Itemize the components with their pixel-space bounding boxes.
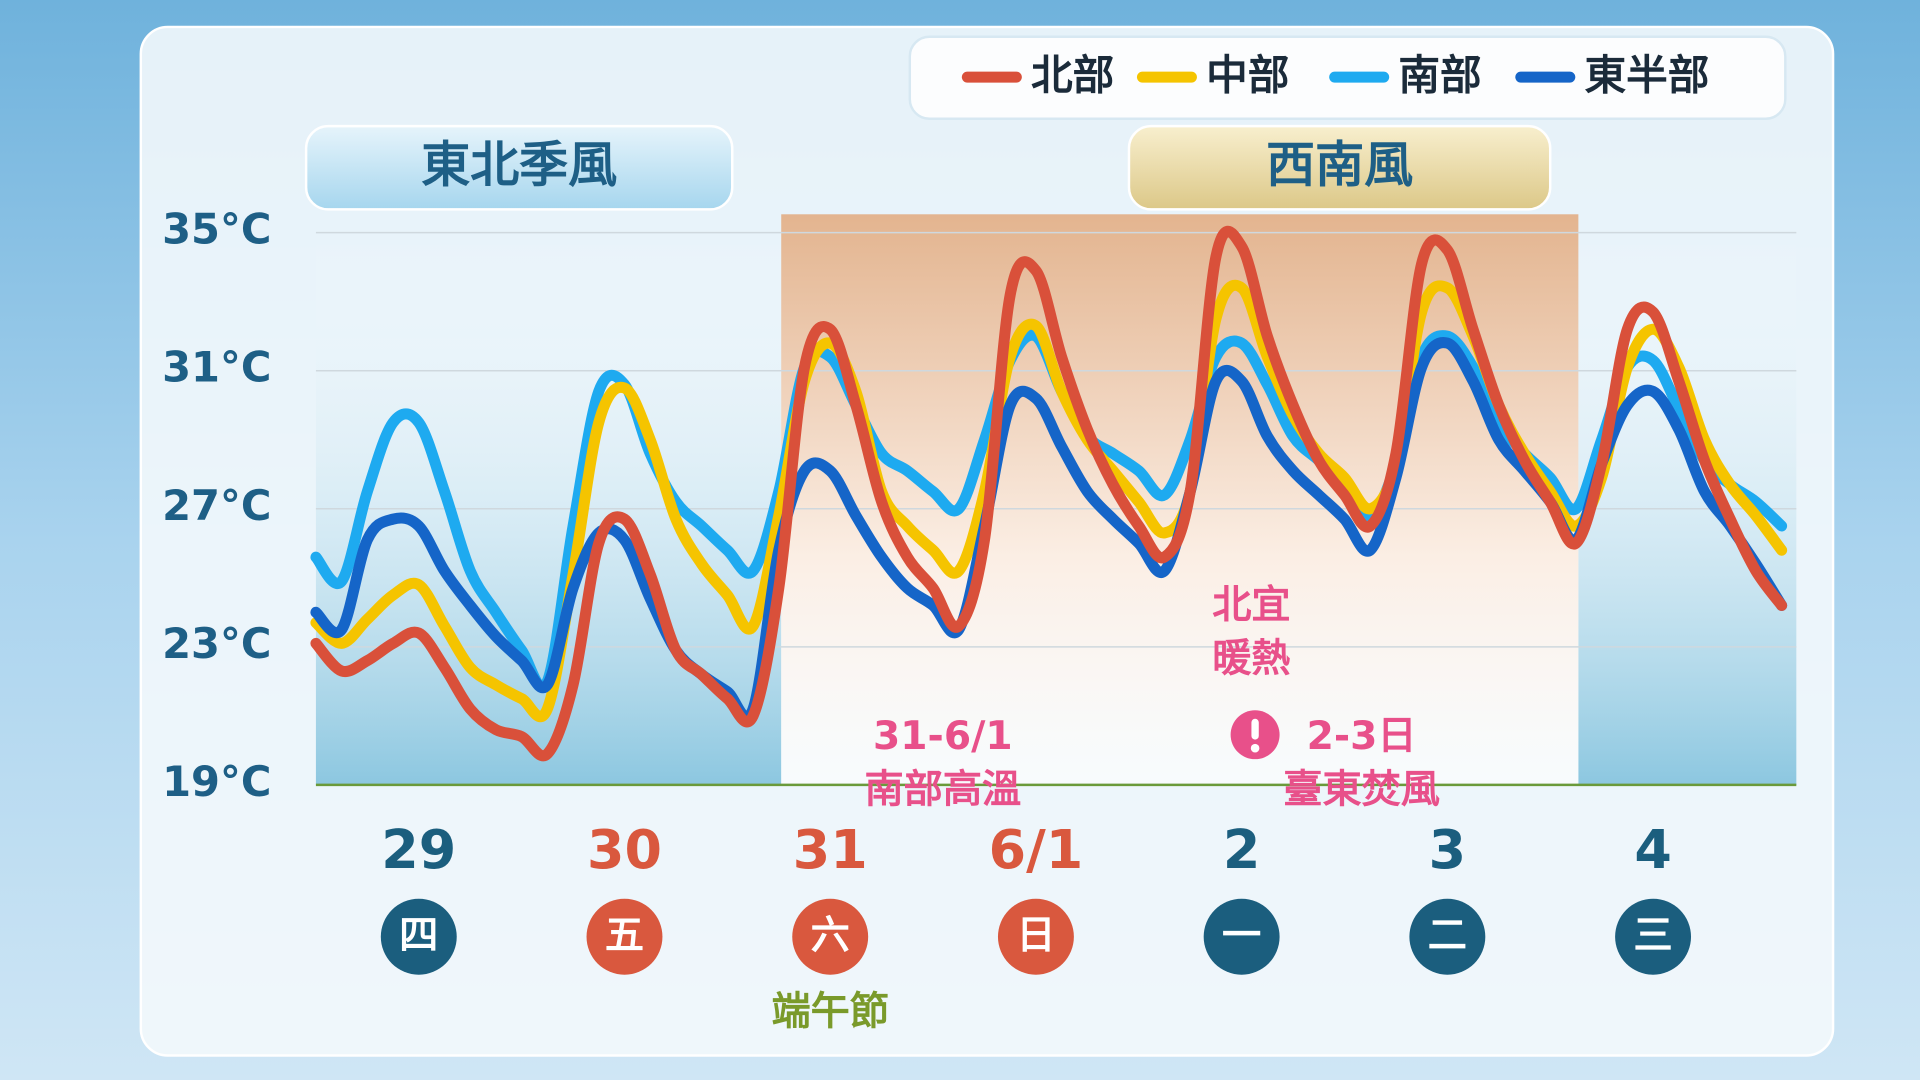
weekday-label: 四 (399, 913, 438, 958)
regime-box (304, 124, 734, 211)
regime-label: 西南風 (1266, 136, 1413, 193)
holiday-label: 端午節 (771, 989, 889, 1034)
weekday-label: 一 (1222, 913, 1261, 958)
weekday-badge (586, 898, 663, 975)
legend-label: 中部 (1206, 50, 1289, 99)
annotation: 南部高溫 (865, 768, 1022, 813)
x-tick-label: 2 (1223, 818, 1260, 881)
weekday-badge (1409, 898, 1486, 975)
weekday-label: 二 (1428, 913, 1467, 958)
annotation: 暖熱 (1212, 637, 1290, 682)
y-tick-label: 19°C (162, 757, 271, 806)
x-tick-label: 4 (1634, 818, 1671, 881)
plot: 19°C 23°C 27°C 31°C 35°C 29 四 30 五 31 六 6/1 日 2 一 3 二 4 三端… (162, 50, 1797, 1034)
x-tick-label: 6/1 (989, 818, 1084, 881)
regime-label: 東北季風 (421, 136, 617, 193)
annotation: 2-3日 (1307, 714, 1417, 759)
regime-box (1127, 124, 1552, 211)
annotation: 北宜 (1212, 583, 1290, 628)
weekday-label: 六 (811, 913, 850, 958)
y-tick-label: 27°C (162, 481, 271, 530)
x-tick-label: 30 (587, 818, 662, 881)
weekday-badge (792, 898, 869, 975)
series-line (310, 225, 1788, 762)
legend-label: 南部 (1398, 50, 1481, 99)
y-tick-label: 35°C (162, 205, 271, 254)
legend-label: 東半部 (1584, 50, 1709, 99)
legend-label: 北部 (1031, 50, 1114, 99)
weekday-label: 三 (1633, 913, 1672, 958)
annotation: 31-6/1 (873, 714, 1013, 759)
y-tick-label: 31°C (162, 343, 271, 392)
warning-icon (1230, 710, 1280, 760)
weekday-badge (997, 898, 1074, 975)
annotation: 臺東焚風 (1283, 768, 1440, 813)
weekday-label: 日 (1016, 913, 1055, 958)
weekday-badge (1203, 898, 1280, 975)
y-tick-label: 23°C (162, 619, 271, 668)
weekday-badge (380, 898, 457, 975)
weekday-label: 五 (605, 913, 644, 958)
x-tick-label: 3 (1429, 818, 1466, 881)
x-tick-label: 29 (381, 818, 456, 881)
southwest-zone (781, 214, 1579, 785)
weekday-badge (1615, 898, 1692, 975)
x-tick-label: 31 (793, 818, 868, 881)
